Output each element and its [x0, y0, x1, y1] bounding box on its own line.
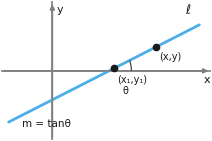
Text: y: y: [56, 5, 63, 15]
Text: m = tanθ: m = tanθ: [22, 119, 71, 129]
Text: (x,y): (x,y): [159, 52, 181, 62]
Text: ℓ: ℓ: [185, 4, 190, 17]
Text: (x₁,y₁): (x₁,y₁): [117, 75, 148, 85]
Text: x: x: [203, 75, 210, 85]
Text: θ: θ: [123, 86, 128, 96]
